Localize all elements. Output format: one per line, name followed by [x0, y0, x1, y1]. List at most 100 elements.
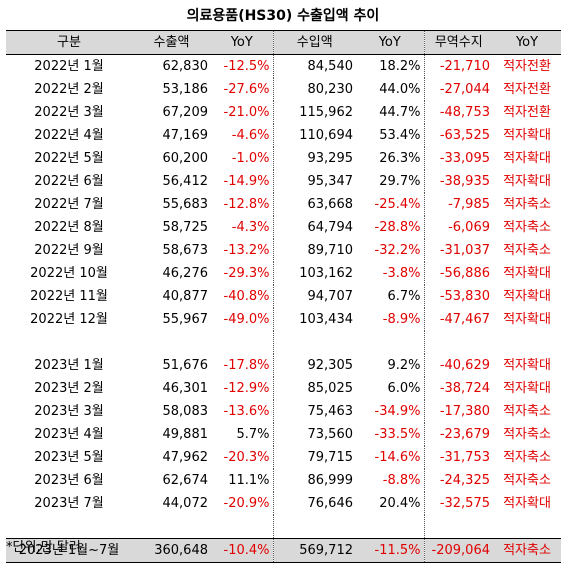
export-cell: 46,301: [162, 381, 209, 396]
import-yoy-cell: 53.4%: [379, 128, 421, 143]
table-row: 2023년 5월 47,962 -20.3% 79,715 -14.6% -31,753 적…: [6, 446, 561, 469]
period-cell: 2022년 4월: [34, 128, 104, 143]
export-cell: 60,200: [162, 151, 209, 166]
status-cell: 적자확대: [503, 174, 551, 189]
export-cell: 47,962: [162, 450, 209, 465]
export-yoy-cell: -40.8%: [223, 289, 270, 304]
export-yoy-cell: -20.3%: [223, 450, 270, 465]
balance-cell: -38,724: [423, 377, 493, 400]
export-cell: 53,186: [162, 82, 209, 97]
period-cell: 2022년 12월: [30, 312, 108, 327]
header-export-yoy: YoY: [211, 30, 273, 55]
spacer-row: [6, 515, 561, 539]
import-yoy-cell: -8.9%: [382, 312, 421, 327]
import-yoy-cell: -34.9%: [374, 404, 421, 419]
import-cell: 95,347: [272, 170, 356, 193]
table-row: 2022년 4월 47,169 -4.6% 110,694 53.4% -63,525 적자…: [6, 124, 561, 147]
import-cell: 89,710: [272, 239, 356, 262]
period-cell: 2023년 5월: [34, 450, 104, 465]
spacer-cell: [423, 515, 493, 539]
balance-cell: -47,467: [423, 308, 493, 331]
export-yoy-cell: 5.7%: [236, 427, 270, 442]
import-yoy-cell: 26.3%: [379, 151, 421, 166]
spacer-cell: [6, 515, 132, 539]
status-cell: 적자축소: [503, 404, 551, 419]
table-row: 2022년 2월 53,186 -27.6% 80,230 44.0% -27,044 적자…: [6, 78, 561, 101]
period-cell: 2022년 2월: [34, 82, 104, 97]
period-cell: 2022년 3월: [34, 105, 104, 120]
table-row: 2023년 3월 58,083 -13.6% 75,463 -34.9% -17,380 적…: [6, 400, 561, 423]
header-import: 수입액: [272, 30, 356, 55]
export-cell: 55,683: [162, 197, 209, 212]
import-yoy-cell: 44.7%: [379, 105, 421, 120]
export-yoy-cell: -4.6%: [231, 128, 270, 143]
export-yoy-cell: -13.6%: [223, 404, 270, 419]
table-title: 의료용품(HS30) 수출입액 추이: [186, 8, 380, 24]
export-cell: 56,412: [162, 174, 209, 189]
balance-cell: -63,525: [423, 124, 493, 147]
balance-cell: -40,629: [423, 354, 493, 377]
import-cell: 86,999: [272, 469, 356, 492]
header-export: 수출액: [132, 30, 211, 55]
balance-cell: -17,380: [423, 400, 493, 423]
period-cell: 2022년 5월: [34, 151, 104, 166]
period-cell: 2022년 9월: [34, 243, 104, 258]
period-cell: 2023년 1월~7월: [6, 538, 132, 563]
unit-note: *단위:만 달러: [6, 540, 81, 555]
export-yoy-cell: -12.9%: [223, 381, 270, 396]
balance-cell: -209,064: [423, 538, 493, 563]
balance-cell: -53,830: [423, 285, 493, 308]
export-cell: 58,673: [162, 243, 209, 258]
header-period: 구분: [6, 30, 132, 55]
balance-cell: -48,753: [423, 101, 493, 124]
table-row: 2023년 2월 46,301 -12.9% 85,025 6.0% -38,724 적자확…: [6, 377, 561, 400]
import-yoy-cell: 6.0%: [387, 381, 421, 396]
spacer-cell: [211, 331, 273, 354]
status-cell: 적자전환: [503, 82, 551, 97]
spacer-row: [6, 331, 561, 354]
balance-cell: -31,037: [423, 239, 493, 262]
table-row: 2022년 11월 40,877 -40.8% 94,707 6.7% -53,830 적자…: [6, 285, 561, 308]
balance-cell: -27,044: [423, 78, 493, 101]
table-row: 2023년 6월 62,674 11.1% 86,999 -8.8% -24,325 적자축…: [6, 469, 561, 492]
period-cell: 2022년 8월: [34, 220, 104, 235]
import-yoy-cell: -25.4%: [374, 197, 421, 212]
import-cell: 92,305: [272, 354, 356, 377]
status-cell: 적자축소: [503, 427, 551, 442]
status-cell: 적자축소: [503, 197, 551, 212]
table-row: 2022년 5월 60,200 -1.0% 93,295 26.3% -33,095 적자확…: [6, 147, 561, 170]
export-cell: 62,830: [162, 59, 209, 74]
header-import-yoy: YoY: [356, 30, 424, 55]
table-row: 2023년 1월 51,676 -17.8% 92,305 9.2% -40,629 적자확…: [6, 354, 561, 377]
export-cell: 46,276: [162, 266, 209, 281]
import-cell: 63,668: [272, 193, 356, 216]
status-cell: 적자축소: [503, 220, 551, 235]
status-cell: 적자축소: [503, 450, 551, 465]
balance-cell: -6,069: [423, 216, 493, 239]
status-cell: 적자전환: [503, 105, 551, 120]
balance-cell: -21,710: [423, 54, 493, 78]
import-yoy-cell: -8.8%: [382, 473, 421, 488]
table-row: 2022년 7월 55,683 -12.8% 63,668 -25.4% -7,985 적자…: [6, 193, 561, 216]
period-cell: 2023년 6월: [34, 473, 104, 488]
export-yoy-cell: -49.0%: [223, 312, 270, 327]
balance-cell: -31,753: [423, 446, 493, 469]
import-cell: 73,560: [272, 423, 356, 446]
status-cell: 적자확대: [503, 151, 551, 166]
spacer-cell: [132, 331, 211, 354]
status-cell: 적자축소: [503, 473, 551, 488]
spacer-cell: [132, 515, 211, 539]
header-status: YoY: [493, 30, 561, 55]
spacer-cell: [6, 331, 132, 354]
export-cell: 49,881: [162, 427, 209, 442]
import-cell: 64,794: [272, 216, 356, 239]
status-cell: 적자확대: [503, 496, 551, 511]
spacer-cell: [493, 515, 561, 539]
table-row: 2022년 3월 67,209 -21.0% 115,962 44.7% -48,753 적…: [6, 101, 561, 124]
export-cell: 55,967: [162, 312, 209, 327]
spacer-cell: [356, 515, 424, 539]
export-cell: 44,072: [162, 496, 209, 511]
export-yoy-cell: 11.1%: [228, 473, 270, 488]
export-cell: 67,209: [162, 105, 209, 120]
spacer-cell: [356, 331, 424, 354]
